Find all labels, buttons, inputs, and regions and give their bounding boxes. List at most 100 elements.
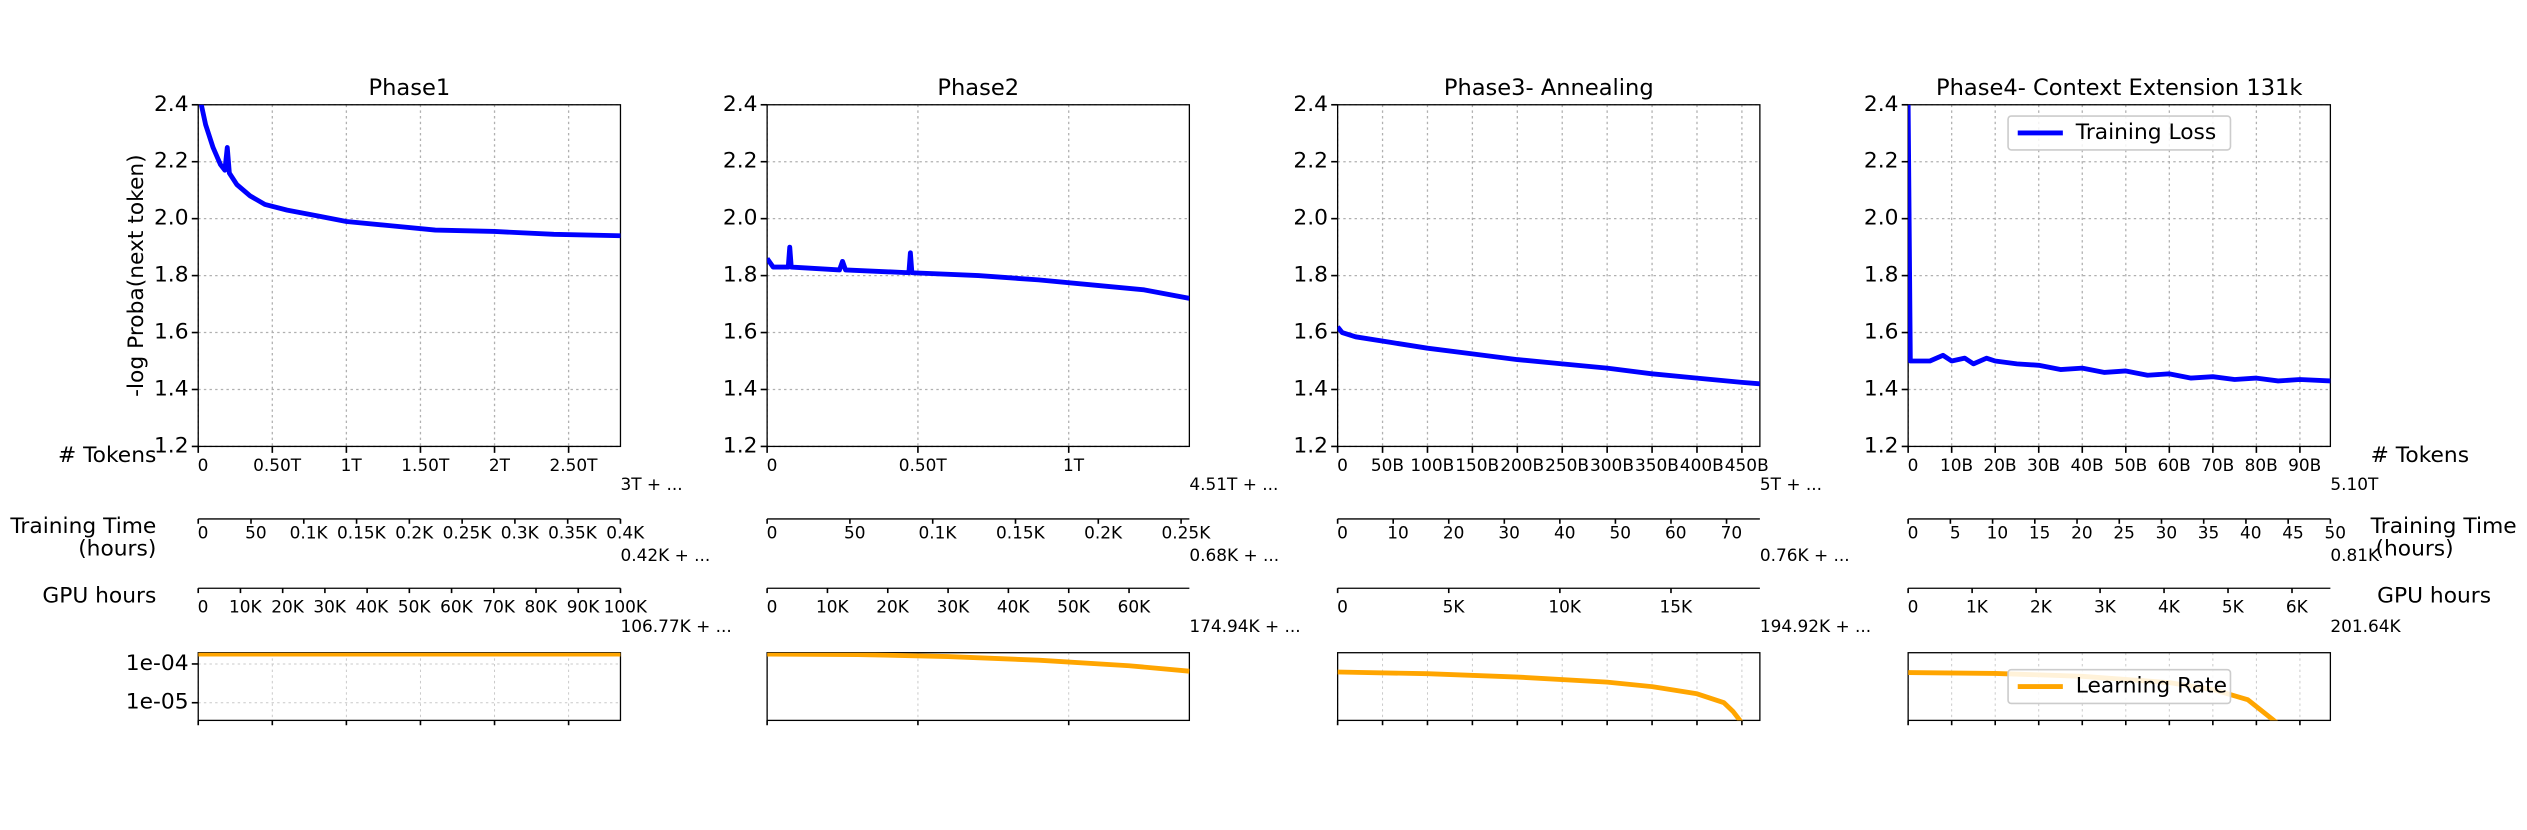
axis-tick-label: 0.15K [337,522,387,542]
axis-tick-label: 90K [567,597,601,617]
axis-tick-label: 4K [2158,597,2181,617]
plot-frame [197,104,622,448]
plot-frame [1336,652,1761,722]
axis-tick-label: 0 [198,597,209,617]
y-tick-label: 2.4 [1864,92,1899,117]
axis-offset-label: 201.64K [2330,616,2401,636]
y-tick-label: 1.4 [154,376,189,401]
row-label: Training Time [2370,514,2517,539]
axis-tick-label: 50K [398,597,432,617]
axis-offset-label: 0.76K + ... [1760,545,1850,565]
y-tick-label: 1e-04 [126,651,189,676]
plot-frame [197,652,622,722]
axis-tick-label: 40 [2240,522,2262,542]
axis-tick-label: 30K [313,597,347,617]
axis-tick-label: 60 [1665,522,1687,542]
axis-tick-label: 80K [525,597,559,617]
axis-tick-label: 15K [1660,597,1694,617]
y-tick-label: 2.4 [154,92,189,117]
y-tick-label: 1.2 [154,433,189,458]
y-tick-label: 1.8 [1293,263,1328,288]
axis-tick-label: 30 [2156,522,2178,542]
x-tick-label: 0.50T [253,455,302,475]
x-tick-label: 350B [1635,455,1679,475]
y-tick-label: 1.8 [1864,263,1899,288]
axis-tick-label: 6K [2286,597,2309,617]
x-tick-label: 60B [2158,455,2191,475]
axis-tick-label: 5K [1443,597,1466,617]
y-tick-label: 1.8 [154,263,189,288]
y-tick-label: 2.0 [1293,206,1328,231]
y-tick-label: 1.4 [1864,376,1899,401]
x-tick-label: 90B [2288,455,2321,475]
axis-tick-label: 50 [844,522,866,542]
axis-tick-label: 0.4K [606,522,645,542]
loss-line [1337,325,1760,387]
legend-label: Training Loss [2075,120,2216,145]
x-tick-label: 250B [1545,455,1589,475]
row-label: # Tokens [58,443,156,468]
axis-tick-label: 0 [1908,522,1919,542]
y-tick-label: 2.0 [1864,206,1899,231]
y-tick-label: 1.8 [723,263,758,288]
y-tick-label: 2.4 [1293,92,1328,117]
axis-tick-label: 50K [1057,597,1091,617]
y-tick-label: 2.0 [154,206,189,231]
axis-offset-label: 174.94K + ... [1189,616,1300,636]
lr-line [1337,669,1743,721]
axis-tick-label: 50 [2324,522,2346,542]
axis-tick-label: 0.25K [443,522,493,542]
legend-box [2007,668,2232,705]
axis-tick-label: 20 [2071,522,2093,542]
x-tick-label: 0 [1908,455,1919,475]
axis-tick-label: 100K [604,597,648,617]
axis-offset-label: 194.92K + ... [1760,616,1871,636]
row-label: (hours) [2376,537,2454,562]
axis-tick-label: 50 [1610,522,1632,542]
y-tick-label: 1.6 [1293,320,1328,345]
loss-line [767,244,1190,301]
axis-tick-label: 10 [1387,522,1409,542]
x-tick-label: 400B [1680,455,1724,475]
y-tick-label: 1.4 [723,376,758,401]
x-tick-label: 150B [1455,455,1499,475]
axis-tick-label: 0.3K [501,522,540,542]
axis-tick-label: 40K [356,597,390,617]
plot-frame [766,652,1191,722]
axis-tick-label: 0 [1337,522,1348,542]
axis-tick-label: 15 [2029,522,2051,542]
x-tick-label: 1T [341,455,363,475]
axis-tick-label: 60K [1118,597,1152,617]
axis-tick-label: 60K [440,597,474,617]
x-tick-label: 40B [2071,455,2104,475]
y-tick-label: 1.4 [1293,376,1328,401]
axis-tick-label: 0.2K [1084,522,1123,542]
axis-tick-label: 0.35K [548,522,598,542]
axis-tick-label: 10K [229,597,263,617]
x-offset-label: 4.51T + ... [1189,474,1278,494]
y-tick-label: 1.6 [723,320,758,345]
x-tick-label: 20B [1983,455,2016,475]
x-tick-label: 80B [2245,455,2278,475]
axis-tick-label: 35 [2198,522,2220,542]
y-tick-label: 1e-05 [126,690,189,715]
axis-tick-label: 0.1K [919,522,958,542]
row-label: GPU hours [42,583,156,608]
plot-frame [1907,652,2332,722]
axis-tick-label: 70K [482,597,516,617]
row-label: Training Time [9,514,156,539]
y-tick-label: 2.0 [723,206,758,231]
x-tick-label: 30B [2027,455,2060,475]
y-tick-label: 1.6 [1864,320,1899,345]
loss-line [198,104,621,239]
axis-tick-label: 50 [245,522,267,542]
axis-tick-label: 5 [1950,522,1961,542]
x-tick-label: 100B [1410,455,1454,475]
legend-box [2007,115,2232,151]
x-tick-label: 0.50T [899,455,948,475]
plot-frame [1336,104,1761,448]
x-tick-label: 450B [1725,455,1769,475]
axis-offset-label: 106.77K + ... [620,616,731,636]
axis-tick-label: 0.2K [395,522,434,542]
